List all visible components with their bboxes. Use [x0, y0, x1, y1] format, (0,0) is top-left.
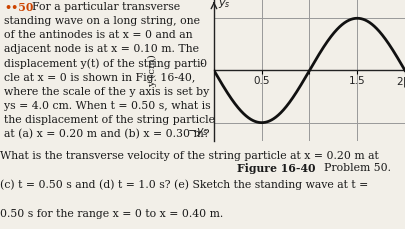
Text: displacement y(t) of the string parti-: displacement y(t) of the string parti- [4, 58, 205, 69]
Text: $y_s$: $y_s$ [218, 0, 230, 10]
Text: For a particular transverse: For a particular transverse [32, 2, 180, 12]
Text: cle at x = 0 is shown in Fig. 16-40,: cle at x = 0 is shown in Fig. 16-40, [4, 73, 196, 82]
Text: at (a) x = 0.20 m and (b) x = 0.30 m?: at (a) x = 0.20 m and (b) x = 0.30 m? [4, 129, 210, 139]
Text: Figure 16-40: Figure 16-40 [237, 163, 315, 174]
Text: where the scale of the y axis is set by: where the scale of the y axis is set by [4, 87, 209, 97]
Text: of the antinodes is at x = 0 and an: of the antinodes is at x = 0 and an [4, 30, 193, 40]
Text: Problem 50.: Problem 50. [317, 163, 391, 173]
Text: the displacement of the string particle: the displacement of the string particle [4, 115, 215, 125]
Text: standing wave on a long string, one: standing wave on a long string, one [4, 16, 200, 26]
Text: ys = 4.0 cm. When t = 0.50 s, what is: ys = 4.0 cm. When t = 0.50 s, what is [4, 101, 211, 111]
Text: y (cm): y (cm) [148, 54, 158, 87]
Text: 0.50 s for the range x = 0 to x = 0.40 m.: 0.50 s for the range x = 0 to x = 0.40 m… [0, 209, 223, 219]
Text: 0: 0 [199, 59, 206, 69]
Text: adjacent node is at x = 0.10 m. The: adjacent node is at x = 0.10 m. The [4, 44, 199, 54]
Text: ••50: ••50 [4, 2, 34, 13]
Text: $-y_s$: $-y_s$ [187, 126, 209, 138]
Text: (c) t = 0.50 s and (d) t = 1.0 s? (e) Sketch the standing wave at t =: (c) t = 0.50 s and (d) t = 1.0 s? (e) Sk… [0, 180, 368, 190]
Text: What is the transverse velocity of the string particle at x = 0.20 m at: What is the transverse velocity of the s… [0, 151, 379, 161]
